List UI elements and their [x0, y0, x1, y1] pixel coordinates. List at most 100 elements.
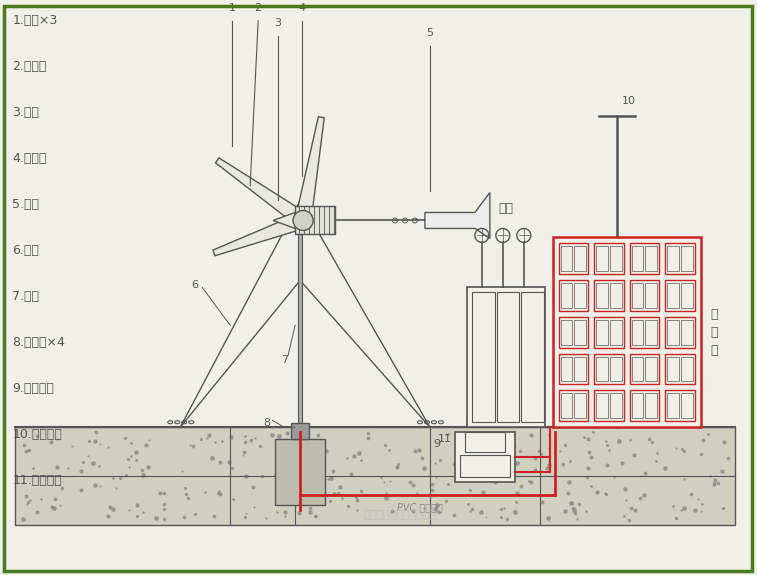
Bar	[559, 354, 588, 385]
Bar	[465, 432, 505, 452]
Bar	[665, 280, 695, 311]
Bar	[275, 439, 325, 505]
Text: 2.整流罩: 2.整流罩	[12, 60, 47, 73]
Text: PVC 线管管道: PVC 线管管道	[397, 502, 443, 512]
Bar	[15, 427, 734, 525]
Bar	[295, 206, 335, 235]
Bar	[631, 393, 643, 418]
Bar	[575, 356, 586, 381]
Polygon shape	[216, 158, 307, 227]
Bar	[597, 393, 608, 418]
Text: 9: 9	[433, 439, 441, 449]
Text: 1: 1	[229, 3, 235, 13]
Bar	[597, 247, 608, 271]
Text: 11: 11	[438, 434, 452, 444]
Text: 7: 7	[282, 355, 288, 365]
Text: 6: 6	[192, 281, 199, 290]
Text: 9.控制系统: 9.控制系统	[12, 382, 55, 395]
Text: 7.地基: 7.地基	[12, 290, 39, 303]
Bar	[681, 393, 693, 418]
Bar	[631, 320, 643, 344]
Bar	[631, 283, 643, 308]
Bar	[559, 390, 588, 421]
Text: 晟昱晟成电设备有限公司: 晟昱晟成电设备有限公司	[363, 510, 436, 520]
Bar	[667, 393, 679, 418]
Bar	[521, 292, 544, 422]
Bar	[631, 247, 643, 271]
Circle shape	[293, 210, 313, 231]
Bar	[610, 320, 621, 344]
Text: 4.后机舱: 4.后机舱	[12, 152, 47, 165]
Bar	[594, 243, 624, 274]
Text: 2: 2	[254, 3, 262, 13]
Text: 1.风叶×3: 1.风叶×3	[12, 14, 58, 27]
Bar	[630, 390, 659, 421]
Bar	[298, 220, 302, 427]
Text: 3.主机: 3.主机	[12, 106, 39, 119]
Bar	[559, 280, 588, 311]
Bar	[455, 432, 515, 482]
Bar	[646, 247, 657, 271]
Bar	[681, 356, 693, 381]
Bar	[631, 356, 643, 381]
Bar	[665, 390, 695, 421]
Bar	[610, 247, 621, 271]
Text: 8.预埋件×4: 8.预埋件×4	[12, 336, 65, 349]
Text: 5.尾舱: 5.尾舱	[12, 198, 39, 211]
Bar	[594, 317, 624, 348]
Polygon shape	[425, 193, 490, 239]
Text: 4: 4	[298, 3, 306, 13]
Text: 10: 10	[621, 95, 636, 106]
Bar	[553, 237, 700, 427]
Polygon shape	[213, 213, 306, 256]
Bar	[594, 280, 624, 311]
Bar	[597, 320, 608, 344]
Polygon shape	[295, 117, 324, 222]
Bar	[559, 317, 588, 348]
Bar	[681, 247, 693, 271]
Bar	[575, 393, 586, 418]
Text: 8: 8	[263, 418, 271, 428]
Bar	[646, 320, 657, 344]
Bar	[610, 356, 621, 381]
Bar	[594, 390, 624, 421]
Bar	[681, 283, 693, 308]
Bar	[467, 288, 545, 427]
Text: 5: 5	[426, 28, 434, 38]
Bar	[291, 423, 309, 439]
Bar	[575, 247, 586, 271]
Bar	[561, 320, 572, 344]
Bar	[630, 280, 659, 311]
Bar	[630, 354, 659, 385]
Bar	[681, 320, 693, 344]
Bar	[646, 393, 657, 418]
Bar	[561, 247, 572, 271]
Text: 3: 3	[275, 18, 282, 28]
Bar	[667, 247, 679, 271]
Bar	[646, 356, 657, 381]
Polygon shape	[273, 213, 295, 228]
Bar	[630, 317, 659, 348]
Bar	[610, 393, 621, 418]
Bar	[630, 243, 659, 274]
Bar	[665, 317, 695, 348]
Bar	[667, 320, 679, 344]
Text: 10.蓄电池组: 10.蓄电池组	[12, 428, 62, 440]
Bar	[667, 283, 679, 308]
Bar	[561, 283, 572, 308]
Bar	[575, 320, 586, 344]
Bar	[646, 283, 657, 308]
Bar	[667, 356, 679, 381]
Bar	[561, 356, 572, 381]
Bar	[597, 283, 608, 308]
Text: 6.拉索: 6.拉索	[12, 244, 39, 257]
Bar	[665, 354, 695, 385]
Bar	[561, 393, 572, 418]
Bar	[460, 455, 509, 477]
Bar	[497, 292, 519, 422]
Text: 11.逃变系统: 11.逃变系统	[12, 474, 62, 486]
Bar	[665, 243, 695, 274]
Bar	[575, 283, 586, 308]
Bar	[610, 283, 621, 308]
Text: 负载: 负载	[498, 202, 513, 216]
